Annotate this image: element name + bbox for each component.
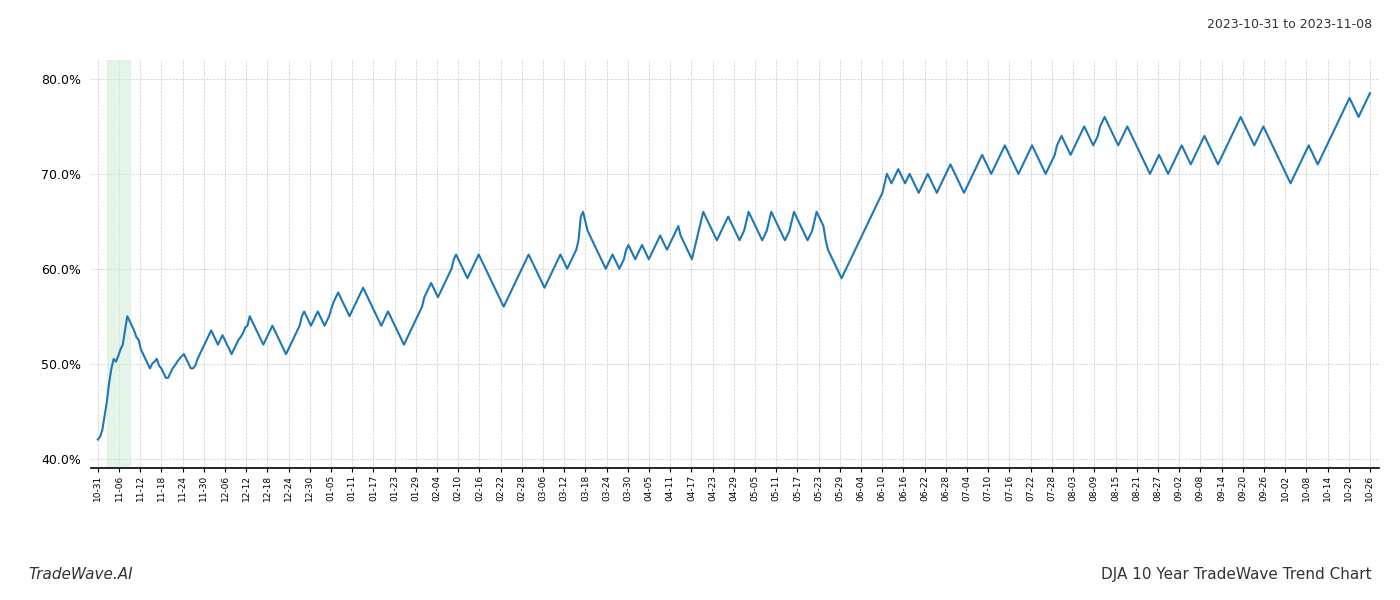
Text: TradeWave.AI: TradeWave.AI xyxy=(28,567,133,582)
Text: DJA 10 Year TradeWave Trend Chart: DJA 10 Year TradeWave Trend Chart xyxy=(1102,567,1372,582)
Text: 2023-10-31 to 2023-11-08: 2023-10-31 to 2023-11-08 xyxy=(1207,18,1372,31)
Bar xyxy=(106,60,130,468)
